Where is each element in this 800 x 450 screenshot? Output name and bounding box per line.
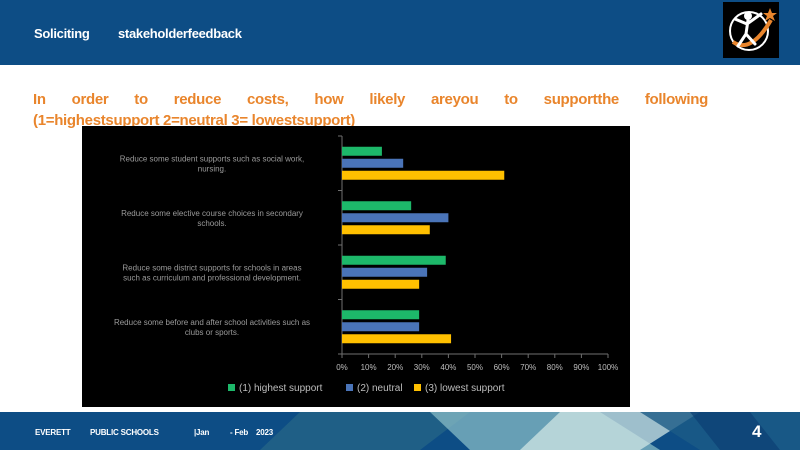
x-tick-label: 90% (573, 363, 589, 372)
category-label: Reduce some student supports such as soc… (120, 154, 305, 173)
chart-panel: 0% 10% 20% 30% 40% 50% 60% 70% 80% 90% 100% Reduce … (82, 126, 630, 407)
footer-org-2: PUBLIC SCHOOLS (90, 428, 159, 437)
legend-swatch-1 (228, 384, 235, 391)
bar-1-2 (342, 201, 412, 211)
bar-3-3 (342, 279, 420, 289)
footer-org-1: EVERETT (35, 428, 71, 437)
x-tick-label: 40% (440, 363, 456, 372)
header-title-right: stakeholderfeedback (118, 26, 242, 41)
footer-date-c: 2023 (256, 428, 273, 437)
bar-3-2 (342, 225, 430, 235)
x-tick-label: 50% (467, 363, 483, 372)
x-tick-label: 0% (336, 363, 348, 372)
x-tick-label: 60% (494, 363, 510, 372)
legend-swatch-3 (414, 384, 421, 391)
footer-date-b: - Feb (230, 428, 249, 437)
bar-3-4 (342, 334, 452, 344)
footer-decoration (260, 412, 800, 450)
x-tick-label: 70% (520, 363, 536, 372)
bar-3-1 (342, 170, 505, 180)
bar-1-3 (342, 255, 446, 265)
x-tick-label: 100% (598, 363, 618, 372)
x-tick-label: 80% (547, 363, 563, 372)
bar-2-1 (342, 158, 404, 168)
legend-swatch-2 (346, 384, 353, 391)
question-line-2: (1=highestsupport 2=neutral 3= lowestsup… (33, 112, 355, 129)
school-logo-icon (723, 2, 779, 58)
x-tick-label: 20% (387, 363, 403, 372)
header-title-left: Soliciting (34, 26, 90, 41)
legend-label-2: (2) neutral (357, 383, 403, 394)
category-label: Reduce some elective course choices in s… (121, 209, 303, 228)
category-label: Reduce some district supports for school… (122, 263, 301, 282)
bar-1-4 (342, 310, 420, 320)
category-label: Reduce some before and after school acti… (114, 318, 310, 337)
bar-chart: 0% 10% 20% 30% 40% 50% 60% 70% 80% 90% 100% Reduce … (114, 135, 618, 394)
bar-2-4 (342, 322, 420, 332)
legend-label-3: (3) lowest support (425, 383, 505, 394)
page-number: 4 (752, 422, 762, 441)
x-tick-label: 10% (361, 363, 377, 372)
x-tick-label: 30% (414, 363, 430, 372)
bar-2-2 (342, 213, 449, 223)
bar-1-1 (342, 146, 382, 156)
footer-date-a: |Jan (194, 428, 210, 437)
header-bar: Soliciting stakeholderfeedback (0, 0, 800, 65)
question-line-1: In order to reduce costs, how likely are… (33, 91, 708, 108)
footer-bar: EVERETT PUBLIC SCHOOLS |Jan - Feb 2023 4 (0, 412, 800, 450)
legend-label-1: (1) highest support (239, 383, 323, 394)
bar-2-3 (342, 267, 428, 277)
